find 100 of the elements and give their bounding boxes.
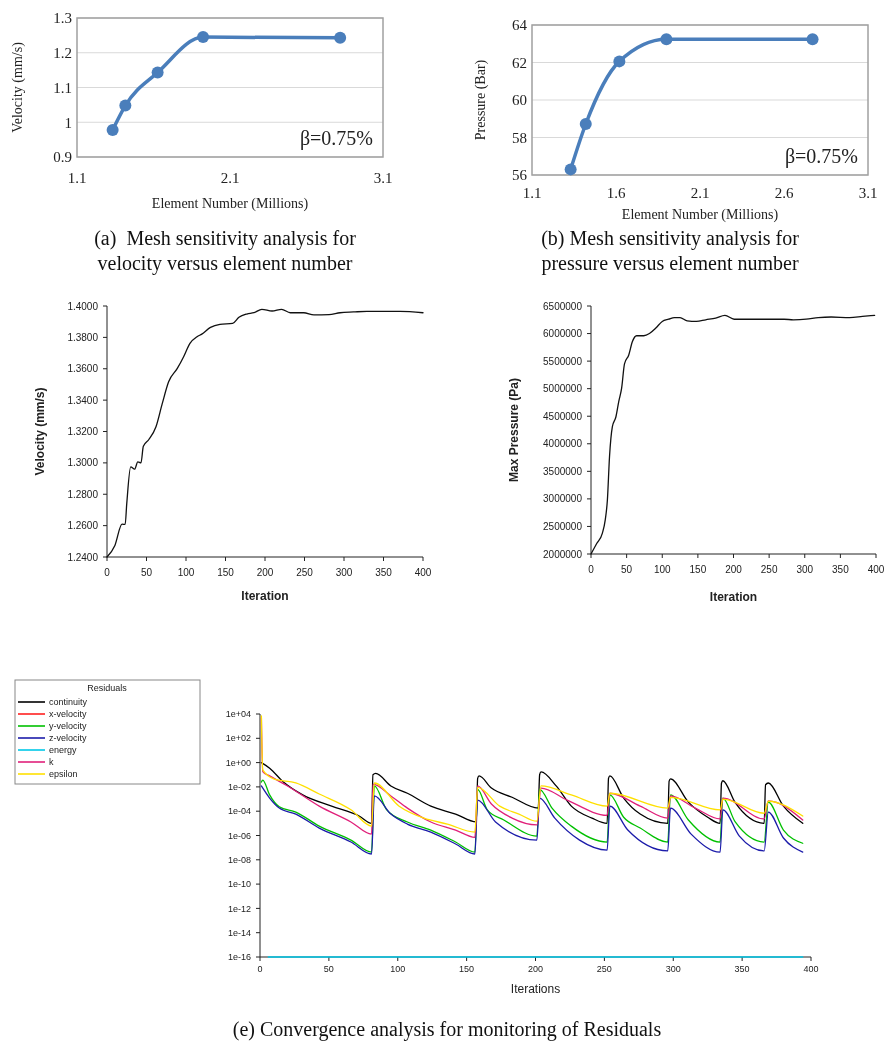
y-tick-label: 1.3200 [67, 426, 99, 437]
x-tick-label: 2.1 [690, 185, 710, 201]
y-tick-label: 1 [64, 114, 72, 131]
y-tick-label: 6000000 [543, 328, 583, 340]
x-tick-label: 0 [104, 567, 111, 578]
x-tick-label: 2.1 [220, 170, 240, 186]
point [119, 99, 132, 112]
legend-label: z-velocity [49, 733, 88, 744]
x-axis-title: Iteration [709, 590, 758, 604]
x-axis-title: Element Number (Millions) [151, 196, 309, 212]
point [613, 55, 626, 68]
x-tick-label: 1.1 [522, 185, 542, 201]
y-tick-label: 1.2600 [67, 520, 99, 532]
x-tick-label: 100 [177, 567, 195, 578]
text: (b) Mesh sensitivity analysis for pressure versus element number [541, 227, 800, 275]
y-tick-label: 1e-04 [227, 806, 251, 817]
point [334, 31, 347, 44]
x-tick-label: 250 [596, 964, 612, 974]
x-tick-label: 2.6 [774, 185, 794, 201]
y-tick-label: 5500000 [543, 355, 583, 367]
y-tick-label: 1e-14 [227, 927, 251, 938]
x-tick-label: 200 [725, 564, 743, 575]
y-tick-label: 62 [512, 54, 527, 71]
line-series [106, 308, 424, 558]
y-tick-label: 1e-08 [227, 854, 251, 865]
y-tick-label: 1e-12 [227, 903, 251, 914]
y-tick-label: 1.3000 [67, 457, 99, 469]
annotation: β=0.75% [784, 145, 858, 168]
x-tick-label: 400 [414, 567, 432, 578]
x-tick-label: 0 [257, 964, 263, 974]
y-tick-label: 60 [512, 92, 527, 109]
y-tick-label: 1.3400 [67, 394, 99, 406]
y-axis-title: Velocity (mm/s) [10, 41, 26, 133]
x-tick-label: 250 [760, 564, 778, 575]
x-tick-label: 150 [217, 567, 235, 578]
legend-title: Residuals [87, 683, 128, 693]
x-tick-label: 350 [375, 567, 393, 578]
x-axis-title: Element Number (Millions) [621, 207, 779, 223]
y-tick-label: 1e-10 [227, 879, 251, 890]
legend-label: continuity [49, 697, 88, 708]
y-axis-title: Pressure (Bar) [473, 59, 489, 141]
x-tick-label: 150 [689, 564, 707, 575]
y-tick-label: 1e-02 [227, 782, 251, 793]
y-tick-label: 2000000 [543, 548, 583, 560]
x-tick-label: 150 [459, 964, 475, 974]
y-tick-label: 1e+00 [225, 757, 251, 768]
y-tick-label: 4500000 [543, 410, 583, 422]
point [197, 31, 210, 44]
x-tick-label: 3.1 [858, 185, 878, 201]
point [106, 123, 119, 136]
line-series [260, 761, 804, 824]
x-tick-label: 0 [588, 564, 595, 575]
y-tick-label: 1.3800 [67, 331, 99, 343]
text: (e) Convergence analysis for monitoring of Residuals [232, 1018, 662, 1041]
x-tick-label: 50 [621, 564, 633, 575]
y-axis-title: Max Pressure (Pa) [507, 377, 521, 483]
y-tick-label: 1e-16 [227, 952, 251, 963]
y-tick-label: 3500000 [543, 465, 583, 477]
annotation: β=0.75% [299, 127, 373, 150]
point [660, 33, 673, 46]
y-axis-title: Velocity (mm/s) [33, 387, 47, 476]
x-tick-label: 3.1 [373, 170, 393, 186]
y-tick-label: 1.3 [53, 10, 72, 27]
point [564, 163, 577, 176]
y-tick-label: 56 [512, 167, 528, 184]
x-axis-title: Iterations [510, 982, 561, 996]
y-tick-label: 0.9 [53, 149, 72, 166]
point [806, 33, 819, 46]
y-tick-label: 1e+02 [225, 733, 251, 744]
y-tick-label: 3000000 [543, 493, 583, 505]
x-tick-label: 300 [335, 567, 353, 578]
legend-label: x-velocity [49, 709, 88, 720]
x-tick-label: 200 [256, 567, 274, 578]
legend-label: k [49, 757, 54, 768]
y-tick-label: 4000000 [543, 438, 583, 450]
legend-label: epsilon [49, 769, 78, 780]
y-tick-label: 1.2 [53, 45, 72, 61]
x-tick-label: 50 [323, 964, 334, 974]
legend-label: energy [49, 745, 78, 756]
y-tick-label: 1.2800 [67, 488, 99, 500]
x-tick-label: 300 [665, 964, 681, 974]
x-tick-label: 350 [832, 564, 850, 575]
point [151, 66, 164, 79]
y-tick-label: 1.1 [53, 79, 72, 96]
y-tick-label: 64 [512, 17, 528, 34]
y-tick-label: 1.4000 [67, 300, 99, 312]
y-tick-label: 1e+04 [225, 709, 251, 720]
y-tick-label: 1.3600 [67, 363, 99, 375]
y-tick-label: 2500000 [543, 520, 583, 532]
x-tick-label: 1.6 [606, 185, 626, 201]
y-tick-label: 58 [512, 129, 527, 146]
x-tick-label: 400 [867, 564, 885, 575]
x-tick-label: 100 [653, 564, 672, 575]
x-tick-label: 350 [734, 964, 750, 974]
x-tick-label: 200 [527, 964, 544, 974]
x-tick-label: 50 [140, 567, 153, 578]
y-tick-label: 1.2400 [67, 551, 99, 563]
y-tick-label: 5000000 [543, 383, 583, 395]
text: (a) Mesh sensitivity analysis for velocity versus element number [94, 227, 357, 275]
x-tick-label: 100 [390, 964, 406, 974]
